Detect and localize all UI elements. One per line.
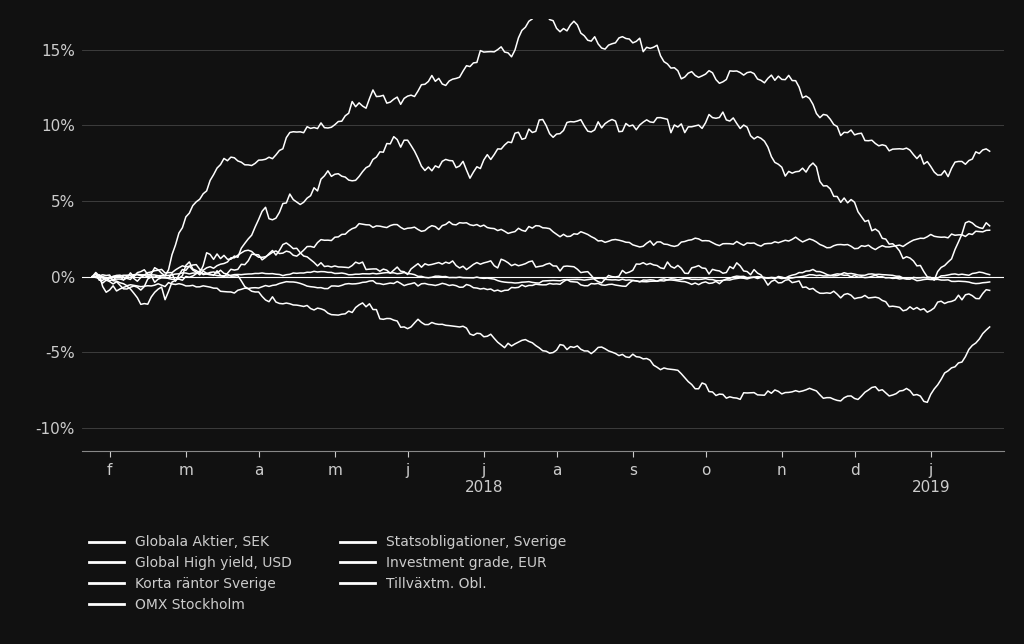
Text: 2018: 2018: [465, 480, 503, 495]
Text: 2019: 2019: [911, 480, 950, 495]
Legend: Globala Aktier, SEK, Global High yield, USD, Korta räntor Sverige, OMX Stockholm: Globala Aktier, SEK, Global High yield, …: [89, 535, 566, 612]
